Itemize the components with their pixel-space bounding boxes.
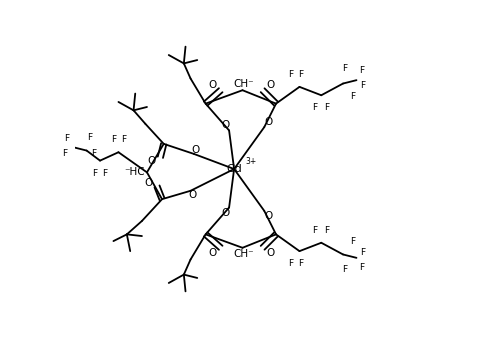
Text: F: F — [311, 103, 317, 113]
Text: CH⁻: CH⁻ — [233, 79, 254, 89]
Text: O: O — [208, 80, 216, 90]
Text: F: F — [360, 248, 365, 257]
Text: F: F — [87, 132, 92, 142]
Text: F: F — [298, 70, 303, 79]
Text: O: O — [191, 145, 199, 155]
Text: F: F — [323, 103, 328, 113]
Text: F: F — [358, 66, 363, 75]
Text: Gd: Gd — [226, 164, 242, 174]
Text: O: O — [221, 208, 229, 218]
Text: 3+: 3+ — [245, 157, 256, 166]
Text: F: F — [64, 134, 70, 143]
Text: O: O — [266, 248, 274, 258]
Text: O: O — [208, 248, 216, 258]
Text: CH⁻: CH⁻ — [233, 249, 254, 259]
Text: ⁻HC: ⁻HC — [124, 167, 145, 177]
Text: F: F — [298, 259, 303, 268]
Text: O: O — [264, 211, 272, 221]
Text: O: O — [188, 190, 196, 200]
Text: O: O — [264, 117, 272, 127]
Text: O: O — [221, 120, 229, 130]
Text: O: O — [144, 178, 152, 188]
Text: F: F — [360, 81, 365, 90]
Text: F: F — [342, 265, 347, 274]
Text: O: O — [266, 80, 274, 90]
Text: F: F — [121, 135, 126, 144]
Text: F: F — [288, 259, 293, 268]
Text: F: F — [288, 70, 293, 79]
Text: F: F — [350, 92, 355, 101]
Text: F: F — [323, 225, 328, 235]
Text: F: F — [342, 64, 347, 73]
Text: O: O — [148, 155, 156, 166]
Text: F: F — [311, 225, 317, 235]
Text: F: F — [102, 169, 107, 178]
Text: F: F — [92, 169, 97, 178]
Text: F: F — [111, 135, 116, 144]
Text: F: F — [350, 237, 355, 246]
Text: F: F — [358, 263, 363, 272]
Text: F: F — [62, 149, 67, 159]
Text: F: F — [91, 149, 96, 159]
